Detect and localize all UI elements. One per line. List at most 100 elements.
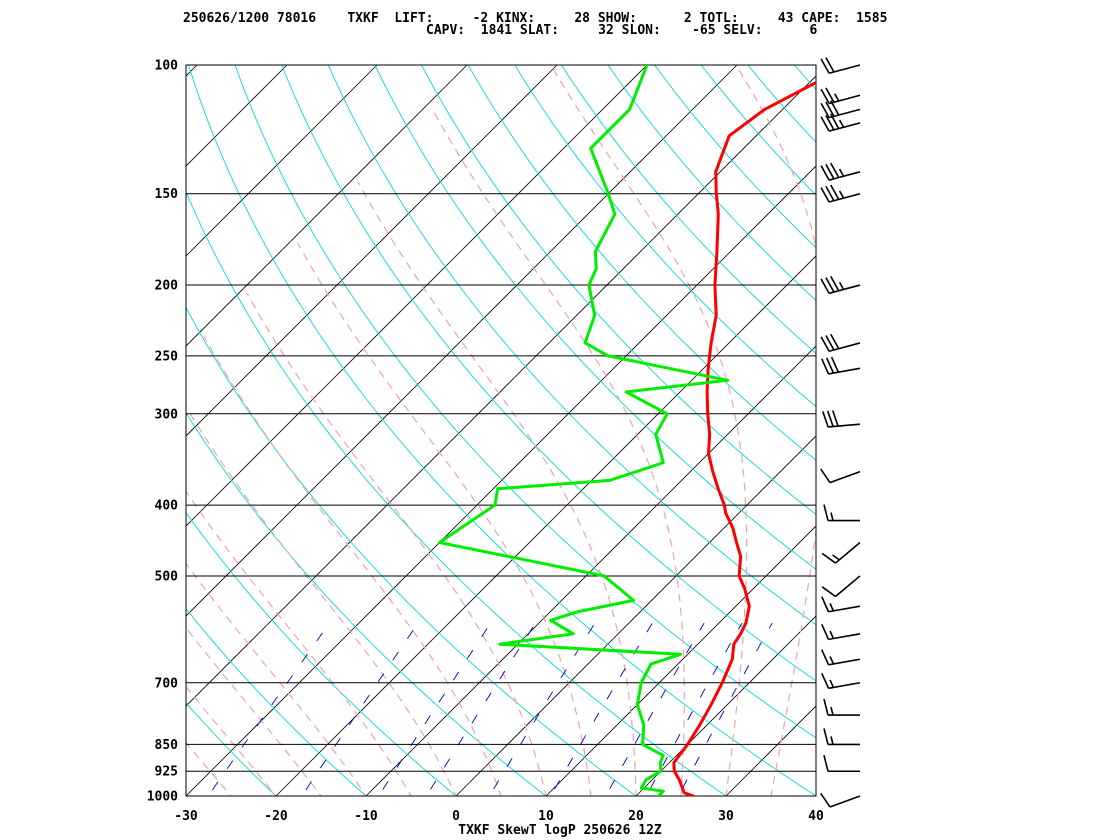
dry-adiabat: [186, 702, 277, 796]
mixing-ratio-line: [488, 622, 596, 796]
wind-barb: [821, 596, 861, 613]
moist-adiabat: [186, 490, 412, 796]
dry-adiabat: [467, 65, 816, 461]
isotherm: [186, 65, 288, 167]
isotherm: [815, 795, 816, 796]
barb-full: [820, 792, 831, 808]
barb-half: [830, 736, 834, 745]
barb-staff: [834, 541, 861, 564]
moist-adiabat: [550, 65, 748, 796]
moist-adiabat: [246, 292, 547, 796]
temp-tick-0: 0: [452, 809, 460, 824]
wind-barb: [820, 792, 861, 808]
barb-full: [820, 102, 830, 119]
barb-half: [838, 281, 845, 290]
dry-adiabat: [700, 65, 816, 196]
moist-adiabat: [186, 685, 277, 796]
barb-full: [821, 358, 830, 375]
barb-staff: [828, 108, 861, 119]
temperature-profile: [672, 80, 816, 796]
profiles: [438, 65, 816, 796]
mixing-ratio-line: [645, 622, 743, 796]
dry-adiabat: [327, 65, 816, 626]
dry-adiabat: [827, 49, 1120, 812]
barb-staff: [828, 64, 861, 75]
barb-full: [820, 278, 830, 294]
barb-half: [832, 554, 840, 561]
barb-half: [834, 93, 840, 102]
barb-full: [823, 504, 829, 521]
barb-full: [820, 88, 830, 104]
isotherm: [275, 255, 816, 796]
isotherm: [186, 65, 468, 347]
dewpoint-profile: [438, 65, 730, 796]
isotherm: [186, 75, 816, 707]
barb-full: [821, 552, 836, 564]
temp-tick--30: -30: [174, 809, 198, 824]
barb-full: [830, 275, 840, 292]
wind-barb: [820, 87, 861, 105]
barb-full: [831, 410, 839, 427]
dry-adiabat: [234, 65, 816, 739]
pressure-tick-925: 925: [155, 765, 178, 780]
moist-adiabat: [431, 109, 685, 796]
barb-half: [830, 706, 834, 716]
barb-staff: [828, 605, 861, 613]
dry-adiabat: [0, 49, 110, 812]
dry-adiabat: [186, 511, 457, 796]
temp-tick-20: 20: [628, 809, 644, 824]
wind-barb: [820, 333, 861, 352]
dry-adiabat: [747, 65, 816, 143]
isotherm: [186, 65, 648, 527]
barb-full: [823, 755, 829, 772]
dry-adiabat: [186, 608, 367, 796]
barb-full: [821, 649, 830, 666]
barb-full: [821, 672, 830, 689]
barb-half: [829, 603, 835, 612]
barb-full: [825, 185, 835, 202]
barb-full: [825, 335, 835, 351]
dry-adiabat: [919, 49, 1120, 812]
barb-full: [825, 277, 835, 293]
barb-half: [838, 119, 845, 128]
barb-staff: [828, 94, 861, 105]
barb-full: [821, 596, 830, 613]
wind-barb: [821, 649, 861, 666]
wind-barb: [821, 623, 861, 641]
barb-staff: [828, 171, 861, 181]
wind-barb: [820, 275, 861, 295]
dry-adiabat: [188, 65, 816, 796]
barb-full: [825, 87, 835, 103]
barb-staff: [828, 658, 861, 666]
barb-staff: [828, 367, 861, 375]
temp-tick--10: -10: [354, 809, 378, 824]
isotherm: [725, 705, 816, 796]
barb-full: [821, 411, 829, 428]
barb-full: [825, 115, 835, 131]
dry-adiabat: [186, 306, 637, 796]
barb-half: [829, 630, 835, 639]
barb-staff: [828, 284, 861, 295]
temp-tick-10: 10: [538, 809, 554, 824]
isotherm: [186, 65, 558, 437]
barb-full: [820, 336, 830, 352]
pressure-tick-1000: 1000: [147, 790, 178, 805]
barb-staff: [828, 423, 861, 428]
dry-adiabat: [186, 795, 187, 796]
moist-adiabat: [203, 336, 502, 796]
dry-adiabat: [514, 65, 816, 408]
pressure-tick-500: 500: [155, 569, 179, 584]
barb-half: [838, 168, 845, 177]
pressure-tick-100: 100: [155, 59, 179, 74]
isotherm: [635, 615, 816, 796]
mixing-ratio-line: [207, 622, 330, 796]
mixing-ratio-line: [378, 622, 491, 796]
wind-barb: [821, 541, 861, 564]
isotherm: [186, 65, 378, 257]
temp-tick-30: 30: [718, 809, 734, 824]
dry-adiabat: [560, 65, 816, 354]
moist-adiabat: [815, 793, 816, 796]
dry-adiabat: [374, 65, 816, 570]
moist-adiabat: [186, 741, 232, 796]
barb-staff: [828, 122, 861, 132]
